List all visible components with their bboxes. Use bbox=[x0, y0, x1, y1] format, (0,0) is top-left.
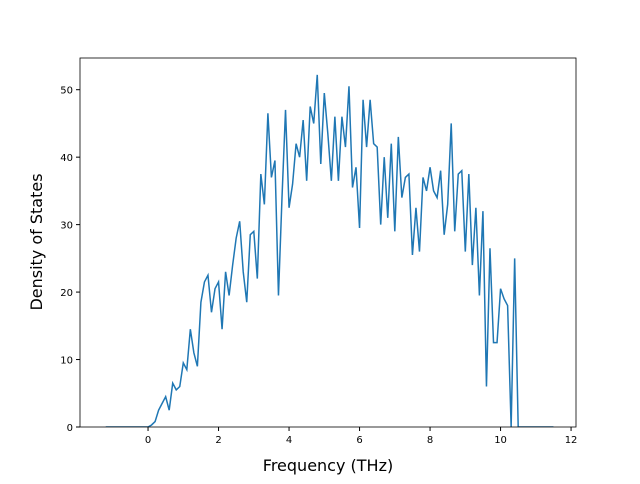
x-tick-label: 6 bbox=[356, 435, 362, 446]
y-axis-label: Density of States bbox=[27, 173, 46, 310]
y-tick-label: 50 bbox=[60, 86, 73, 97]
y-tick-label: 30 bbox=[60, 221, 73, 232]
y-tick-label: 40 bbox=[60, 153, 73, 164]
x-tick-label: 12 bbox=[565, 435, 578, 446]
y-tick-label: 10 bbox=[60, 356, 73, 367]
x-axis-label: Frequency (THz) bbox=[263, 456, 393, 475]
line-series bbox=[105, 74, 554, 427]
x-tick-label: 2 bbox=[215, 435, 221, 446]
x-tick-label: 4 bbox=[286, 435, 292, 446]
x-tick-label: 10 bbox=[494, 435, 507, 446]
y-tick-label: 20 bbox=[60, 288, 73, 299]
plot-frame bbox=[79, 57, 577, 428]
y-tick-label: 0 bbox=[67, 423, 73, 434]
x-tick-label: 0 bbox=[145, 435, 151, 446]
x-tick-label: 8 bbox=[427, 435, 433, 446]
